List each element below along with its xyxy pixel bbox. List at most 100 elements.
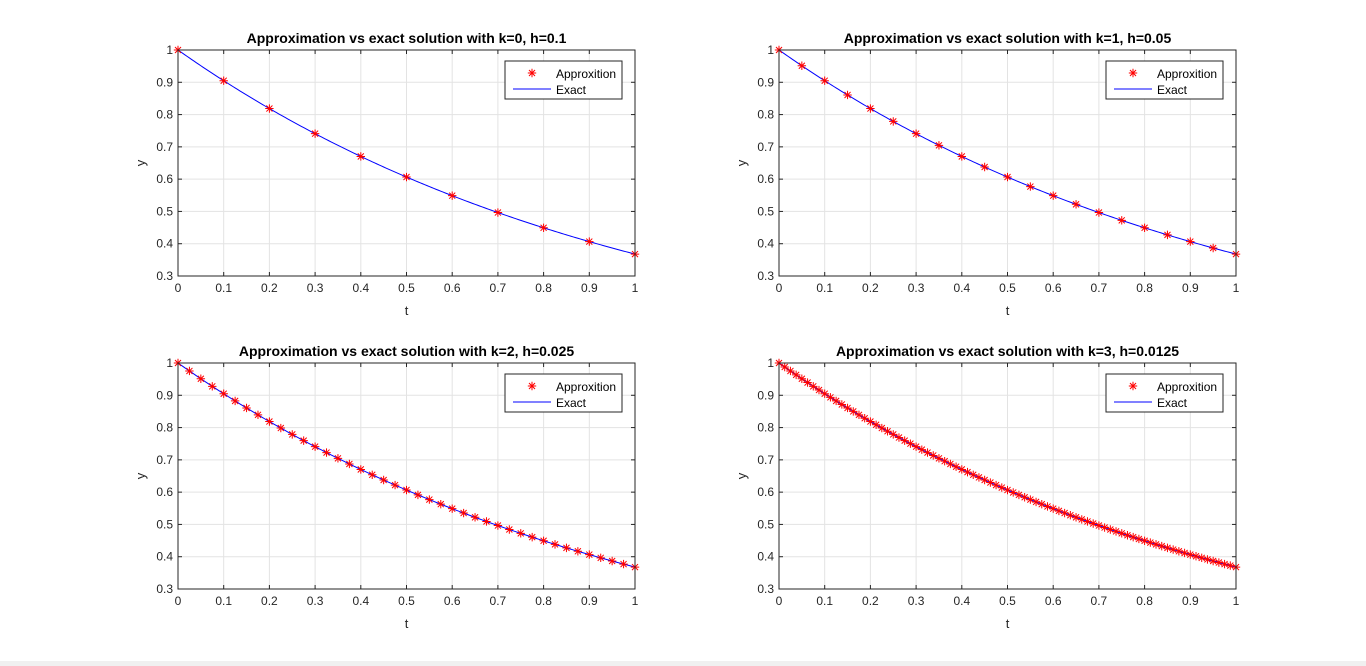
approximation-point — [820, 76, 829, 85]
legend-approx-marker — [1128, 68, 1138, 78]
legend: Approxition Exact — [504, 373, 623, 413]
approximation-point — [1049, 191, 1058, 200]
approximation-point — [797, 61, 807, 70]
approximation-point — [986, 478, 995, 487]
x-tick-label: 0.7 — [490, 594, 507, 608]
approximation-point — [1111, 527, 1121, 536]
chart-title: Approximation vs exact solution with k=3… — [836, 343, 1179, 359]
approximation-point — [276, 423, 286, 433]
x-tick-label: 0.9 — [1182, 594, 1199, 608]
y-tick-label: 0.3 — [156, 269, 173, 283]
approximation-point — [1077, 515, 1086, 524]
y-tick-label: 0.8 — [156, 421, 173, 435]
approximation-point — [911, 129, 921, 138]
x-tick-label: 0.5 — [398, 281, 415, 295]
approximation-point — [1009, 488, 1018, 497]
approximation-point — [219, 76, 228, 85]
x-tick-label: 0.9 — [581, 281, 598, 295]
approximation-point — [1168, 545, 1178, 554]
x-tick-label: 0.5 — [999, 594, 1016, 608]
approximation-point — [814, 385, 824, 395]
x-tick-label: 0 — [776, 281, 783, 295]
approximation-point — [230, 396, 240, 406]
y-tick-label: 1 — [767, 356, 774, 370]
y-tick-label: 0.4 — [757, 237, 774, 251]
x-tick-label: 0.3 — [307, 594, 324, 608]
approximation-point — [242, 403, 251, 413]
approximation-point — [1140, 536, 1149, 545]
approximation-point — [448, 504, 457, 513]
x-tick-label: 1 — [1233, 594, 1240, 608]
approximation-point — [562, 543, 571, 553]
x-tick-label: 0.9 — [1182, 281, 1199, 295]
legend-exact-label: Exact — [1157, 83, 1188, 97]
approximation-point — [345, 459, 354, 469]
approximation-point — [607, 556, 617, 566]
approximation-point — [871, 420, 881, 430]
approximation-point — [1186, 237, 1195, 246]
approximation-point — [1031, 497, 1041, 507]
y-axis-label: y — [133, 159, 148, 166]
y-tick-label: 0.3 — [156, 582, 173, 596]
y-tick-label: 1 — [767, 43, 774, 57]
approximation-point — [917, 445, 927, 454]
approximation-point — [1174, 547, 1184, 556]
legend-approx-marker — [527, 381, 537, 391]
approximation-point — [923, 448, 932, 457]
approximation-point — [459, 508, 468, 518]
y-tick-label: 0.5 — [156, 204, 173, 218]
approximation-point — [1043, 502, 1052, 511]
approximation-point — [820, 389, 829, 398]
legend-box — [504, 373, 623, 413]
x-tick-label: 0.6 — [444, 594, 461, 608]
approximation-point — [1003, 172, 1012, 182]
x-tick-label: 1 — [1233, 281, 1240, 295]
legend: Approxition Exact — [1105, 373, 1224, 413]
approximation-point — [883, 427, 892, 436]
approximation-point — [831, 396, 841, 406]
approximation-point — [196, 374, 206, 383]
x-tick-label: 0.6 — [1045, 594, 1062, 608]
approximation-point — [1226, 561, 1235, 570]
approximation-point — [356, 465, 365, 474]
approximation-point — [322, 448, 331, 457]
approximation-point — [527, 532, 537, 542]
y-tick-label: 0.7 — [757, 140, 774, 154]
y-tick-label: 0.8 — [757, 421, 774, 435]
x-tick-label: 0 — [776, 594, 783, 608]
x-tick-label: 0.8 — [1136, 281, 1153, 295]
approximation-point — [1094, 208, 1104, 217]
x-axis-label: t — [405, 303, 409, 318]
x-tick-label: 1 — [632, 281, 639, 295]
y-tick-label: 0.7 — [156, 453, 173, 467]
chart-panel-3: 0 0.1 0.2 0.3 0.4 0.5 0.6 0.7 0.8 0.9 1 0.3 0.4 0.5 0.… — [133, 343, 640, 631]
approximation-point — [379, 475, 388, 485]
approximation-point — [980, 475, 989, 485]
approximation-point — [969, 470, 978, 479]
y-tick-label: 0.4 — [156, 237, 173, 251]
approximation-point — [310, 129, 320, 138]
y-tick-label: 0.5 — [757, 204, 774, 218]
approximation-point — [1208, 556, 1218, 566]
legend-exact-label: Exact — [556, 396, 587, 410]
y-tick-label: 0.8 — [757, 108, 774, 122]
x-tick-label: 0.7 — [1091, 281, 1108, 295]
y-tick-label: 1 — [166, 43, 173, 57]
y-axis-label: y — [734, 159, 749, 166]
approximation-point — [980, 162, 989, 172]
approximation-point — [288, 430, 297, 439]
approximation-point — [889, 430, 898, 439]
x-tick-label: 0.3 — [908, 281, 925, 295]
approximation-point — [900, 436, 909, 445]
approximation-point — [974, 473, 984, 482]
approximation-point — [299, 436, 308, 445]
approximation-point — [791, 370, 801, 380]
legend-approx-label: Approxition — [1157, 67, 1217, 81]
approximation-point — [539, 536, 548, 545]
approximation-point — [1180, 548, 1189, 558]
approximation-point — [550, 540, 560, 549]
approximation-point — [333, 454, 343, 463]
approximation-point — [482, 517, 491, 526]
chart-title: Approximation vs exact solution with k=2… — [239, 343, 575, 359]
x-tick-label: 0.1 — [816, 594, 833, 608]
